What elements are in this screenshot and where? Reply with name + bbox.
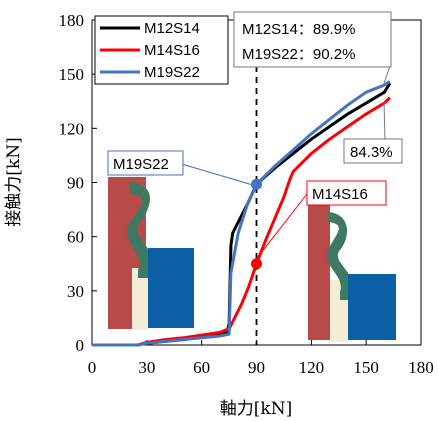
y-tick-label-60: 60 [67, 228, 84, 247]
y-tick-label-90: 90 [67, 174, 84, 193]
y-tick-label-120: 120 [59, 119, 85, 138]
x-tick-label-90: 90 [248, 358, 265, 377]
right-inset-illustration [308, 202, 396, 342]
marker-m14s16 [251, 258, 262, 270]
x-tick-label-120: 120 [299, 358, 325, 377]
left-inset-illustration [108, 177, 194, 330]
leader-percent [383, 101, 386, 141]
x-tick-label-180: 180 [408, 358, 434, 377]
annotation-percent: 84.3% [350, 144, 393, 161]
x-tick-label-150: 150 [353, 358, 379, 377]
x-tick-label-0: 0 [88, 358, 97, 377]
legend-label-m14s16: M14S16 [144, 42, 200, 59]
annotation-m19-box: M19S22 [107, 150, 184, 176]
annotation-m19: M19S22 [113, 156, 169, 173]
y-tick-label-30: 30 [67, 282, 84, 301]
leader-m14 [253, 193, 308, 263]
x-tick-label-60: 60 [193, 358, 210, 377]
annotation-top-line2: M19S22：90.2% [242, 46, 355, 63]
annotation-top-box: M12S14：89.9% M19S22：90.2% [233, 11, 392, 68]
markers [251, 178, 262, 270]
annotation-m14-box: M14S16 [306, 180, 387, 206]
y-tick-label-0: 0 [76, 336, 85, 355]
y-tick-label-180: 180 [59, 11, 85, 30]
axis-ticks: 0 30 60 90 120 150 180 0 30 60 90 120 150 180 [59, 11, 434, 377]
x-tick-label-30: 30 [138, 358, 155, 377]
x-axis-label: 軸力[kN] [220, 399, 292, 419]
annotation-m14: M14S16 [312, 186, 368, 203]
legend-label-m19s22: M19S22 [144, 64, 200, 81]
y-axis-label: 接触力[kN] [4, 137, 24, 226]
annotation-top-line1: M12S14：89.9% [242, 21, 355, 38]
leader-m19 [174, 161, 257, 187]
marker-m19s22 [251, 178, 262, 190]
legend-label-m12s14: M12S14 [144, 20, 200, 37]
leader-top-box [382, 65, 391, 87]
y-tick-label-150: 150 [59, 65, 85, 84]
series-line-m19s22 [92, 80, 391, 347]
legend: M12S14 M14S16 M19S22 [94, 15, 229, 85]
annotation-percent-box: 84.3% [343, 138, 403, 164]
